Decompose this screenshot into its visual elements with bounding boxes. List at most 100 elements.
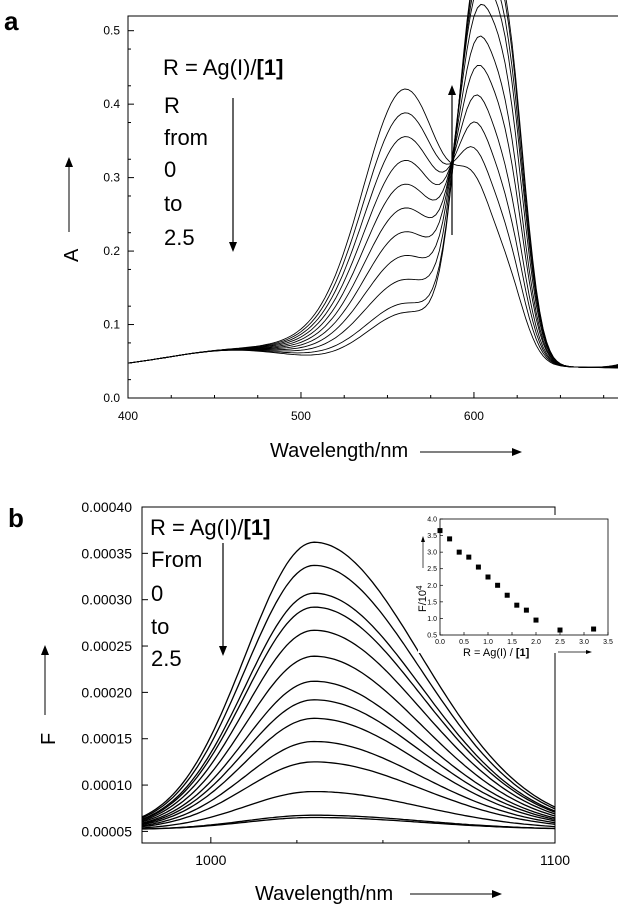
panel-a-y-axis-title: A [61, 248, 83, 262]
panel-a-y-tick-label: 0.1 [103, 318, 120, 332]
panel-b-series-line [141, 790, 556, 829]
panel-b: b 1000 1100 0.000050.000100.000150.000200… [8, 499, 613, 905]
panel-b-series-line [141, 717, 556, 826]
panel-a-annotation-line: R [164, 93, 180, 118]
panel-a-axes-frame [127, 15, 618, 399]
inset-data-point [533, 617, 539, 623]
panel-b-label: b [8, 503, 24, 533]
panel-b-series-line [141, 541, 556, 818]
panel-b-series-line [141, 761, 556, 828]
panel-b-y-tick-label: 0.00005 [81, 823, 132, 839]
panel-b-series-line [141, 592, 556, 820]
panel-b-y-tick-label: 0.00030 [81, 592, 132, 608]
panel-b-series-line [141, 629, 556, 822]
panel-a-series-line [127, 0, 618, 369]
inset-y-tick-label: 2.0 [427, 583, 437, 590]
inset-data-point [514, 602, 520, 608]
inset-x-tick-label: 3.5 [603, 639, 613, 646]
panel-a-decrease-arrowhead [229, 242, 237, 252]
inset-data-point [456, 549, 462, 555]
panel-b-y-tick-label: 0.00040 [81, 499, 132, 515]
panel-b-series-line [141, 606, 556, 821]
panel-b-y-tick-label: 0.00010 [81, 777, 132, 793]
inset-x-tick-label: 1.0 [483, 639, 493, 646]
panel-b-annotation-title: R = Ag(I)/[1] [150, 515, 270, 540]
inset-x-tick-label: 2.5 [555, 639, 565, 646]
panel-a-x-tick-label: 600 [464, 409, 484, 423]
inset-x-arrowhead [586, 650, 592, 654]
panel-b-decrease-arrowhead [219, 646, 227, 656]
inset-data-point [591, 626, 597, 632]
panel-b-y-tick-label: 0.00015 [81, 731, 132, 747]
panel-a-annotation-line: 0 [164, 157, 176, 182]
panel-a-series-line [127, 35, 618, 368]
panel-a-x-axis-title: Wavelength/nm [270, 440, 408, 462]
panel-a-y-tick-label: 0.0 [103, 391, 120, 405]
panel-a-curves [127, 0, 618, 369]
panel-b-y-axis-title: F [38, 733, 60, 745]
panel-a-x-ticks: 400500600700 [118, 392, 605, 423]
panel-b-x-tick-label: 1000 [195, 852, 226, 868]
inset-data-point [557, 627, 563, 633]
panel-a-annotation-title: R = Ag(I)/[1] [163, 55, 283, 80]
panel-b-annotation-line: 0 [151, 581, 163, 606]
inset-points [437, 528, 597, 633]
panel-b-series-line [141, 680, 556, 824]
panel-b-annotation-line: From [151, 547, 202, 572]
inset-data-point [485, 574, 491, 580]
panel-b-y-tick-label: 0.00025 [81, 638, 132, 654]
panel-b-y-arrowhead [41, 645, 49, 655]
inset-y-tick-label: 1.0 [427, 616, 437, 623]
inset-y-tick-label: 0.5 [427, 633, 437, 640]
inset-y-tick-label: 1.5 [427, 599, 437, 606]
panel-b-y-tick-label: 0.00035 [81, 545, 132, 561]
panel-a-y-tick-label: 0.3 [103, 171, 120, 185]
inset-data-point [437, 528, 443, 534]
panel-a-y-tick-label: 0.4 [103, 97, 120, 111]
panel-a-x-arrowhead [512, 448, 522, 456]
inset-data-point [523, 607, 529, 613]
inset-x-tick-label: 0.0 [435, 639, 445, 646]
inset-x-tick-label: 1.5 [507, 639, 517, 646]
panel-a: a 400500600700 0.00.10.20.30.40.5 Wavele… [4, 0, 618, 462]
panel-b-y-ticks: 0.00005 0.00010 0.00015 0.00020 0.00025 0.000… [81, 499, 148, 839]
inset-y-arrowhead [421, 536, 425, 542]
panel-b-annotation-line: to [151, 614, 169, 639]
panel-b-inset: 0.0 0.5 1.0 1.5 2.0 2.5 3.0 3.5 0.51.01.52.02.5… [415, 515, 613, 659]
inset-data-point [447, 536, 453, 542]
panel-b-series-line [141, 814, 555, 830]
inset-y-tick-label: 2.5 [427, 566, 437, 573]
panel-a-series-line [127, 64, 618, 368]
panel-a-y-arrowhead [65, 157, 73, 167]
inset-y-tick-label: 4.0 [427, 517, 437, 524]
panel-a-y-tick-label: 0.2 [103, 244, 120, 258]
inset-x-tick-label: 2.0 [531, 639, 541, 646]
panel-b-x-tick-label: 1100 [540, 852, 570, 868]
inset-y-axis-title: F/104 [415, 585, 429, 612]
inset-data-point [475, 564, 481, 570]
panel-b-annotation-line: 2.5 [151, 646, 182, 671]
panel-b-curves [141, 541, 556, 830]
panel-b-series-line [141, 655, 556, 823]
inset-x-tick-label: 0.5 [459, 639, 469, 646]
inset-x-tick-label: 3.0 [579, 639, 589, 646]
panel-a-annotation-line: 2.5 [164, 225, 195, 250]
panel-b-series-line [142, 816, 556, 830]
panel-a-y-ticks: 0.0 0.1 0.2 0.3 0.4 0.5 [103, 24, 134, 405]
panel-b-series-line [141, 740, 556, 827]
panel-b-x-ticks: 1000 1100 [195, 837, 570, 868]
panel-a-label: a [4, 6, 19, 36]
panel-b-series-line [141, 699, 556, 825]
inset-y-ticks: 0.5 1.0 1.5 2.0 2.5 3.0 3.5 4.0 [427, 517, 443, 640]
panel-b-series-line [141, 564, 556, 819]
inset-data-point [466, 554, 472, 560]
inset-axes-frame [439, 518, 609, 636]
inset-data-point [495, 582, 501, 588]
panel-b-x-arrowhead [492, 890, 502, 898]
panel-b-y-tick-label: 0.00020 [81, 684, 132, 700]
panel-a-x-tick-label: 500 [291, 409, 311, 423]
panel-a-x-tick-label: 400 [118, 409, 138, 423]
inset-y-tick-label: 3.0 [427, 550, 437, 557]
panel-a-y-tick-label: 0.5 [103, 24, 120, 38]
